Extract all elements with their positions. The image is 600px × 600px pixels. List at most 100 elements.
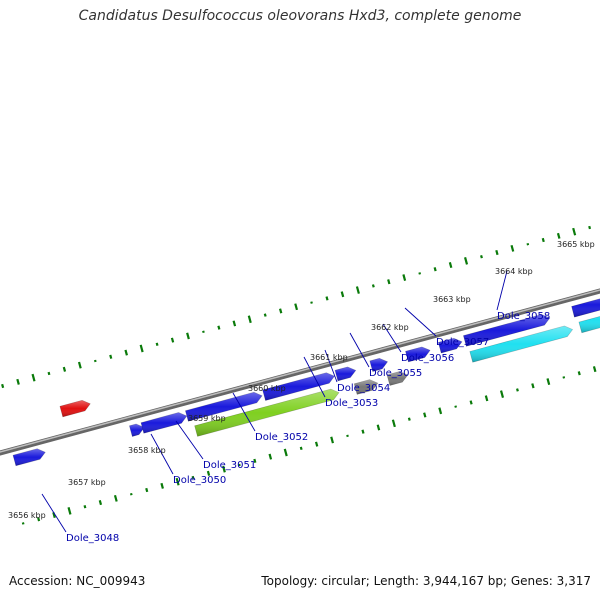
- gene-label[interactable]: Dole_3052: [255, 432, 308, 443]
- highlight-gene-shade: [578, 316, 600, 333]
- gene-label[interactable]: Dole_3048: [66, 533, 119, 544]
- gc-tick-outer: [62, 366, 67, 372]
- gc-tick-inner: [268, 453, 273, 460]
- kbp-label: 3663 kbp: [433, 295, 471, 304]
- kbp-label: 3657 kbp: [68, 478, 106, 487]
- gc-tick-outer: [340, 291, 345, 298]
- gc-tick-inner: [546, 378, 551, 386]
- gene-arrow-shade: [438, 338, 462, 353]
- gc-tick-inner: [145, 487, 149, 493]
- gc-tick-outer: [418, 272, 422, 275]
- gc-tick-inner: [191, 475, 195, 480]
- gc-tick-outer: [355, 286, 360, 294]
- gc-tick-inner: [438, 407, 443, 415]
- gc-tick-inner: [67, 507, 72, 515]
- gc-tick-outer: [433, 267, 437, 272]
- gene-label[interactable]: Dole_3053: [325, 398, 378, 409]
- backbone-highlight: [0, 289, 600, 453]
- gc-content-outer-track: [1, 225, 592, 389]
- gc-tick-outer: [325, 296, 329, 301]
- gc-tick-outer: [526, 242, 530, 246]
- gc-tick-outer: [495, 249, 499, 256]
- gc-tick-outer: [77, 361, 82, 369]
- map-title: Candidatus Desulfococcus oleovorans Hxd3…: [78, 8, 522, 24]
- gc-tick-inner: [222, 465, 226, 473]
- gc-tick-outer: [247, 315, 252, 324]
- gc-content-inner-track: [21, 366, 597, 525]
- gc-tick-outer: [170, 337, 175, 343]
- gc-tick-outer: [371, 284, 375, 288]
- gene-label[interactable]: Dole_3050: [173, 475, 226, 486]
- gene-label[interactable]: Dole_3051: [203, 460, 256, 471]
- gc-tick-outer: [556, 232, 561, 239]
- kbp-label: 3662 kbp: [371, 323, 409, 332]
- genome-backbone: [0, 288, 600, 456]
- gc-tick-inner: [113, 494, 118, 502]
- gc-tick-outer: [588, 225, 592, 230]
- gc-tick-outer: [480, 255, 483, 259]
- gc-tick-inner: [592, 366, 597, 373]
- gc-tick-inner: [361, 429, 365, 434]
- gc-tick-outer: [47, 371, 51, 376]
- gc-tick-inner: [37, 517, 41, 522]
- leader-line: [349, 332, 370, 368]
- leader-line: [382, 323, 402, 353]
- kbp-label: 3658 kbp: [128, 446, 166, 455]
- gene-arrow-shade: [571, 298, 600, 318]
- gc-tick-inner: [21, 522, 25, 525]
- gc-tick-outer: [217, 325, 221, 330]
- kbp-label: 3660 kbp: [248, 384, 286, 393]
- gc-tick-inner: [577, 371, 581, 376]
- gene-label[interactable]: Dole_3058: [497, 311, 550, 322]
- highlight-gene-shade: [469, 326, 573, 363]
- gc-tick-outer: [464, 257, 469, 265]
- gc-tick-inner: [330, 436, 334, 444]
- gc-tick-inner: [484, 395, 489, 402]
- gc-tick-outer: [263, 313, 267, 317]
- gc-tick-outer: [402, 274, 407, 281]
- gc-tick-outer: [93, 359, 97, 363]
- gc-tick-inner: [283, 448, 288, 457]
- gc-tick-inner: [531, 383, 535, 389]
- gc-tick-inner: [175, 477, 180, 486]
- leader-line: [41, 493, 67, 533]
- gc-tick-outer: [572, 227, 577, 236]
- gc-tick-outer: [202, 330, 205, 334]
- gc-tick-inner: [499, 390, 505, 398]
- gc-tick-outer: [186, 332, 190, 340]
- gc-tick-outer: [278, 308, 283, 314]
- gc-tick-inner: [407, 417, 411, 421]
- gene-label[interactable]: Dole_3056: [401, 353, 454, 364]
- gc-tick-outer: [310, 301, 313, 304]
- gc-tick-inner: [469, 400, 473, 405]
- gene-arrow-shade: [129, 424, 145, 437]
- feature-track: [12, 298, 600, 467]
- gene-label[interactable]: Dole_3055: [369, 368, 422, 379]
- kbp-label: 3661 kbp: [310, 353, 348, 362]
- gc-tick-outer: [124, 349, 128, 356]
- gc-tick-outer: [109, 354, 113, 359]
- kbp-scale-labels: 3656 kbp 3657 kbp 3658 kbp 3659 kbp 3660 kbp…: [8, 240, 595, 520]
- gc-tick-inner: [160, 482, 164, 489]
- leader-line: [175, 420, 204, 460]
- kbp-label: 3664 kbp: [495, 267, 533, 276]
- gene-arrow-shade: [463, 314, 550, 347]
- gene-label[interactable]: Dole_3057: [436, 337, 489, 348]
- gene-arrow-shade: [262, 372, 335, 401]
- gc-tick-inner: [346, 434, 349, 438]
- leader-line: [404, 307, 437, 337]
- gc-tick-outer: [510, 244, 515, 252]
- gc-tick-outer: [1, 383, 5, 389]
- backbone-line: [0, 288, 600, 456]
- gc-tick-outer: [16, 378, 20, 385]
- gc-tick-inner: [391, 419, 396, 428]
- gc-tick-inner: [129, 492, 133, 496]
- gene-label[interactable]: Dole_3054: [337, 383, 390, 394]
- kbp-label: 3656 kbp: [8, 511, 46, 520]
- gc-tick-outer: [541, 237, 545, 243]
- rna-arrow-shade: [59, 400, 91, 417]
- gc-tick-inner: [562, 376, 566, 379]
- gene-arrow-shade: [369, 358, 388, 372]
- gc-tick-inner: [52, 512, 56, 519]
